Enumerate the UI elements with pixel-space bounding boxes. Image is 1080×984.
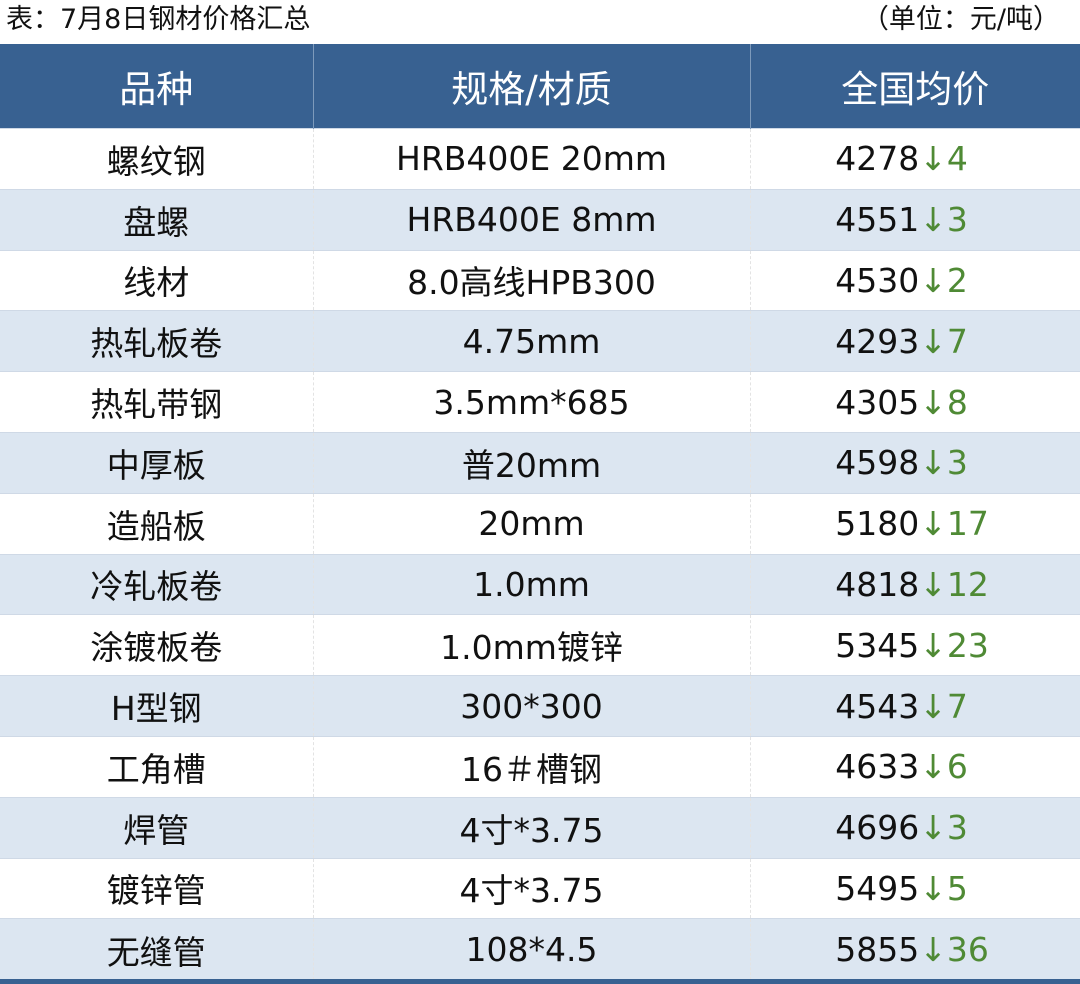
table-row: 螺纹钢 HRB400E 20mm 4278↓4 [0,128,1080,190]
price-value: 4551 [835,200,920,240]
table-caption: 表：7月8日钢材价格汇总 [6,4,311,35]
cell-variety: 冷轧板卷 [0,554,314,615]
table-row: H型钢 300*300 4543↓7 [0,675,1080,737]
price-change-down: ↓8 [919,382,968,422]
price-value: 5345 [835,625,920,665]
price-change-down: ↓4 [919,139,968,179]
price-change-down: ↓2 [919,260,968,300]
cell-variety: 中厚板 [0,432,314,494]
table-row: 无缝管 108*4.5 5855↓36 [0,918,1080,980]
cell-price: 4598↓3 [750,432,1080,494]
price-change-down: ↓12 [919,564,989,604]
table-row: 涂镀板卷 1.0mm镀锌 5345↓23 [0,614,1080,676]
table-row: 造船板 20mm 5180↓17 [0,493,1080,555]
price-change-down: ↓36 [919,930,989,969]
cell-spec: 20mm [313,493,751,555]
table-row: 焊管 4寸*3.75 4696↓3 [0,797,1080,859]
cell-price: 5855↓36 [750,918,1080,980]
table-row: 中厚板 普20mm 4598↓3 [0,432,1080,494]
cell-price: 4543↓7 [750,675,1080,737]
cell-variety: 盘螺 [0,189,314,251]
cell-spec: 300*300 [313,675,751,737]
price-value: 4278 [835,139,920,179]
cell-spec: 1.0mm镀锌 [313,614,751,676]
cell-price: 4305↓8 [750,372,1080,433]
cell-spec: 普20mm [313,432,751,494]
cell-variety: 涂镀板卷 [0,614,314,676]
price-value: 4305 [835,382,920,422]
cell-price: 5495↓5 [750,858,1080,919]
price-change-down: ↓23 [919,625,989,665]
price-change-down: ↓3 [919,443,968,483]
cell-spec: 8.0高线HPB300 [313,250,751,311]
price-value: 4598 [835,443,920,483]
table-row: 热轧板卷 4.75mm 4293↓7 [0,310,1080,372]
cell-price: 4530↓2 [750,250,1080,311]
cell-variety: 无缝管 [0,918,314,980]
cell-price: 5345↓23 [750,615,1080,676]
price-change-down: ↓7 [919,686,968,726]
cell-variety: 焊管 [0,797,314,859]
table-row: 工角槽 16＃槽钢 4633↓6 [0,736,1080,798]
header-row: 品种 规格/材质 全国均价 [0,44,1080,129]
table-row: 冷轧板卷 1.0mm 4818↓12 [0,554,1080,615]
table-row: 线材 8.0高线HPB300 4530↓2 [0,250,1080,311]
cell-spec: 4.75mm [313,310,751,372]
price-value: 4818 [835,564,920,604]
table-row: 镀锌管 4寸*3.75 5495↓5 [0,858,1080,919]
price-value: 4530 [835,260,920,300]
header-variety: 品种 [0,44,314,129]
price-value: 5855 [835,930,920,969]
cell-price: 4818↓12 [750,554,1080,615]
cell-price: 4633↓6 [750,736,1080,797]
price-change-down: ↓3 [919,200,968,240]
table-row: 盘螺 HRB400E 8mm 4551↓3 [0,189,1080,251]
price-change-down: ↓7 [919,321,968,361]
cell-spec: 1.0mm [313,554,751,615]
cell-spec: 16＃槽钢 [313,736,751,798]
price-change-down: ↓6 [919,747,968,787]
cell-variety: H型钢 [0,675,314,737]
price-value: 4633 [835,747,920,787]
cell-price: 4293↓7 [750,310,1080,372]
price-change-down: ↓17 [919,504,989,544]
cell-spec: 4寸*3.75 [313,858,751,919]
cell-spec: 108*4.5 [313,918,751,980]
price-value: 4696 [835,808,920,848]
header-avg-price: 全国均价 [750,44,1080,129]
cell-variety: 线材 [0,250,314,311]
steel-price-table: 品种 规格/材质 全国均价 螺纹钢 HRB400E 20mm 4278↓4 盘螺 HRB… [0,44,1080,980]
price-value: 4543 [835,686,920,726]
table-bottom-border [0,979,1080,984]
price-value: 5495 [835,868,920,908]
cell-variety: 镀锌管 [0,858,314,919]
unit-label: （单位：元/吨） [861,4,1060,35]
price-change-down: ↓3 [919,808,968,848]
cell-variety: 螺纹钢 [0,128,314,190]
price-value: 5180 [835,504,920,544]
cell-variety: 热轧带钢 [0,371,314,433]
cell-price: 4696↓3 [750,797,1080,859]
cell-price: 5180↓17 [750,493,1080,554]
cell-spec: 4寸*3.75 [313,797,751,859]
cell-price: 4278↓4 [750,129,1080,190]
price-value: 4293 [835,321,920,361]
cell-spec: 3.5mm*685 [313,371,751,433]
cell-price: 4551↓3 [750,189,1080,251]
header-spec: 规格/材质 [313,44,751,129]
cell-spec: HRB400E 8mm [313,189,751,251]
cell-variety: 热轧板卷 [0,310,314,372]
table-row: 热轧带钢 3.5mm*685 4305↓8 [0,371,1080,433]
cell-variety: 造船板 [0,493,314,555]
cell-variety: 工角槽 [0,736,314,798]
cell-spec: HRB400E 20mm [313,128,751,190]
price-change-down: ↓5 [919,868,968,908]
